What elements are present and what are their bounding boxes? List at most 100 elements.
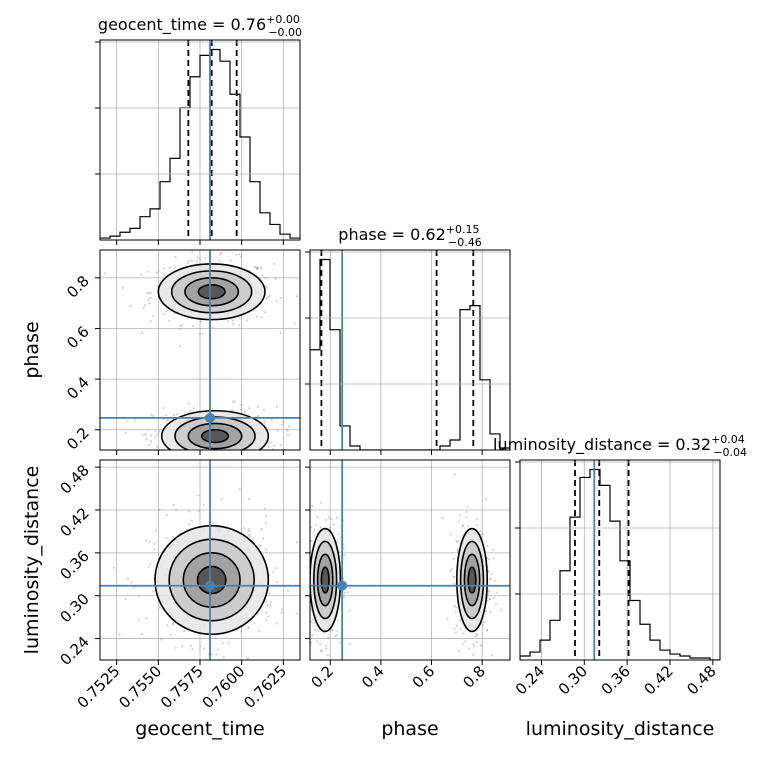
sample-point: [227, 661, 229, 663]
density-level: [198, 284, 226, 299]
sample-point: [210, 457, 212, 459]
sample-point: [446, 618, 449, 621]
sample-point: [195, 260, 198, 263]
sample-point: [199, 645, 202, 648]
sample-point: [494, 603, 498, 606]
sample-point: [267, 295, 270, 299]
sample-point: [227, 457, 229, 459]
sample-point: [247, 626, 250, 629]
y-axis-label-phase: phase: [21, 321, 43, 378]
sample-point: [190, 454, 192, 456]
sample-point: [262, 408, 266, 412]
sample-point: [263, 419, 266, 423]
sample-point: [449, 533, 452, 536]
sample-point: [338, 642, 341, 645]
x-tick-label: 0.7600: [199, 662, 249, 712]
sample-point: [244, 455, 246, 457]
sample-point: [185, 452, 187, 454]
sample-point: [486, 599, 489, 602]
hist-bar-geocent_time: [120, 232, 130, 240]
hist-bar-luminosity_distance: [610, 521, 620, 660]
sample-point: [457, 540, 461, 543]
hist-bar-geocent_time: [230, 94, 240, 240]
sample-point: [209, 454, 211, 456]
sample-point: [193, 452, 195, 454]
sample-point: [152, 414, 155, 418]
sample-point: [255, 315, 259, 318]
contour-line: [187, 422, 243, 450]
hist-bar-phase: [330, 330, 340, 450]
sample-point: [330, 628, 333, 631]
sample-point: [184, 411, 187, 414]
sample-point: [156, 270, 160, 273]
sample-point: [187, 402, 190, 405]
sample-point: [335, 634, 339, 637]
sample-point: [269, 604, 272, 607]
sample-point: [491, 548, 494, 552]
sample-point: [173, 465, 175, 467]
sample-point: [232, 400, 235, 403]
sample-point: [141, 331, 144, 334]
sample-point: [336, 538, 339, 541]
sample-point: [306, 618, 308, 620]
contour-line: [182, 552, 241, 608]
sample-point: [140, 632, 143, 636]
sample-point: [152, 590, 155, 593]
sample-point: [189, 409, 192, 412]
sample-point: [311, 423, 313, 425]
sample-point: [455, 624, 458, 627]
contour-line: [456, 527, 489, 633]
sample-point: [280, 608, 283, 611]
sample-point: [226, 320, 229, 323]
sample-point: [145, 433, 148, 436]
sample-point: [266, 604, 269, 607]
sample-point: [118, 633, 121, 636]
sample-point: [239, 408, 242, 411]
sample-point: [487, 590, 490, 594]
sample-point: [450, 567, 453, 570]
sample-point: [146, 291, 149, 295]
sample-point: [216, 470, 218, 472]
y-tick-label: 0.48: [56, 461, 92, 497]
sample-point: [172, 503, 175, 506]
sample-point: [455, 539, 458, 543]
x-tick-label: 0.8: [459, 662, 489, 692]
y-tick-label: 0.6: [63, 323, 93, 353]
panel-frame: [309, 459, 511, 661]
panel-content: [100, 460, 302, 663]
sample-point: [304, 585, 306, 587]
sample-point: [148, 302, 151, 305]
sample-point: [301, 614, 303, 616]
sample-point: [129, 305, 132, 308]
sample-point: [307, 563, 309, 565]
panel-content: [310, 250, 510, 450]
y-axis-label-luminosity_distance: luminosity_distance: [21, 466, 43, 655]
sample-point: [294, 322, 297, 325]
sample-point: [193, 407, 196, 410]
sample-point: [190, 259, 194, 263]
sample-point: [206, 452, 208, 454]
sample-point: [124, 431, 127, 434]
sample-point: [310, 540, 313, 543]
sample-point: [280, 423, 283, 426]
sample-point: [201, 332, 204, 335]
x-tick-label: 0.48: [683, 662, 719, 698]
sample-point: [166, 624, 169, 627]
hist-bar-geocent_time: [140, 217, 150, 240]
sample-point: [181, 324, 184, 327]
sample-point: [199, 258, 202, 261]
sample-point: [158, 606, 161, 609]
sample-point: [456, 549, 459, 553]
sample-point: [458, 619, 462, 622]
sample-point: [313, 528, 316, 532]
sample-point: [171, 535, 175, 538]
sample-point: [210, 453, 212, 455]
sample-point: [453, 582, 456, 585]
sample-point: [300, 589, 302, 591]
sample-point: [311, 618, 314, 622]
sample-point: [168, 319, 171, 322]
sample-point: [190, 455, 192, 457]
sample-point: [245, 319, 248, 322]
sample-point: [188, 522, 191, 526]
sample-point: [337, 532, 340, 536]
